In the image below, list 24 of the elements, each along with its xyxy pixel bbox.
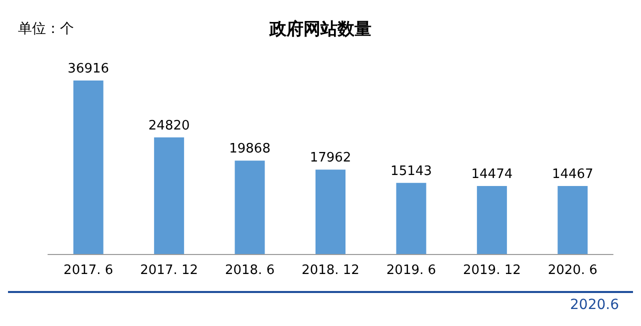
data-label: 24820 bbox=[148, 118, 190, 134]
data-label: 15143 bbox=[390, 164, 432, 179]
bar bbox=[234, 160, 265, 254]
data-label: 17962 bbox=[310, 150, 352, 166]
bar bbox=[154, 137, 184, 254]
bar bbox=[396, 182, 426, 254]
text: 单位：个 bbox=[18, 21, 74, 37]
bar bbox=[316, 170, 346, 254]
x-tick-label: 2020. 6 bbox=[548, 263, 598, 278]
bar bbox=[73, 80, 104, 254]
x-tick-label: 2017. 12 bbox=[140, 263, 198, 278]
x-tick-label: 2018. 12 bbox=[302, 263, 360, 278]
x-tick-label: 2019. 12 bbox=[462, 263, 521, 278]
data-label: 14474 bbox=[471, 166, 513, 182]
data-label: 36916 bbox=[68, 61, 110, 76]
data-label: 19868 bbox=[229, 142, 270, 157]
chart-title: 政府网站数量 bbox=[268, 20, 372, 40]
x-tick-label: 2019. 6 bbox=[386, 263, 436, 278]
x-tick-label: 2018. 6 bbox=[224, 263, 275, 278]
x-tick-label: 2017. 6 bbox=[64, 263, 114, 278]
bar bbox=[476, 186, 507, 254]
bar bbox=[558, 186, 588, 254]
text: 2020.6 bbox=[570, 297, 620, 313]
data-label: 14467 bbox=[552, 167, 594, 182]
